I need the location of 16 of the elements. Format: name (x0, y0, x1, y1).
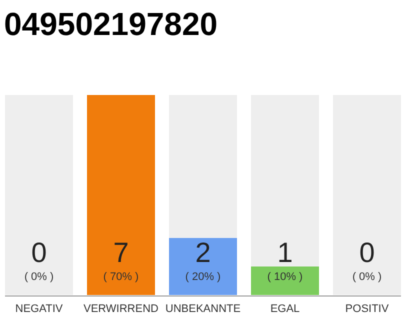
x-tick-label: VERWIRREND (84, 303, 159, 315)
data-label: 2 (195, 237, 211, 268)
data-label: 7 (113, 237, 129, 268)
annotation: ( 70% ) (103, 271, 139, 283)
x-tick-label: NEGATIV (15, 303, 64, 315)
data-label: 1 (277, 237, 293, 268)
x-tick-label: EGAL (270, 303, 300, 315)
annotation: ( 0% ) (352, 271, 382, 283)
annotation: 0 (359, 237, 375, 268)
annotation: ( 10% ) (267, 271, 303, 283)
x-tick-label: UNBEKANNTE (165, 303, 241, 315)
chart-title: 049502197820 (4, 6, 218, 42)
x-tick-label: POSITIV (345, 303, 390, 315)
annotation: 0 (31, 237, 47, 268)
annotation: ( 0% ) (24, 271, 54, 283)
annotation: ( 20% ) (185, 271, 221, 283)
